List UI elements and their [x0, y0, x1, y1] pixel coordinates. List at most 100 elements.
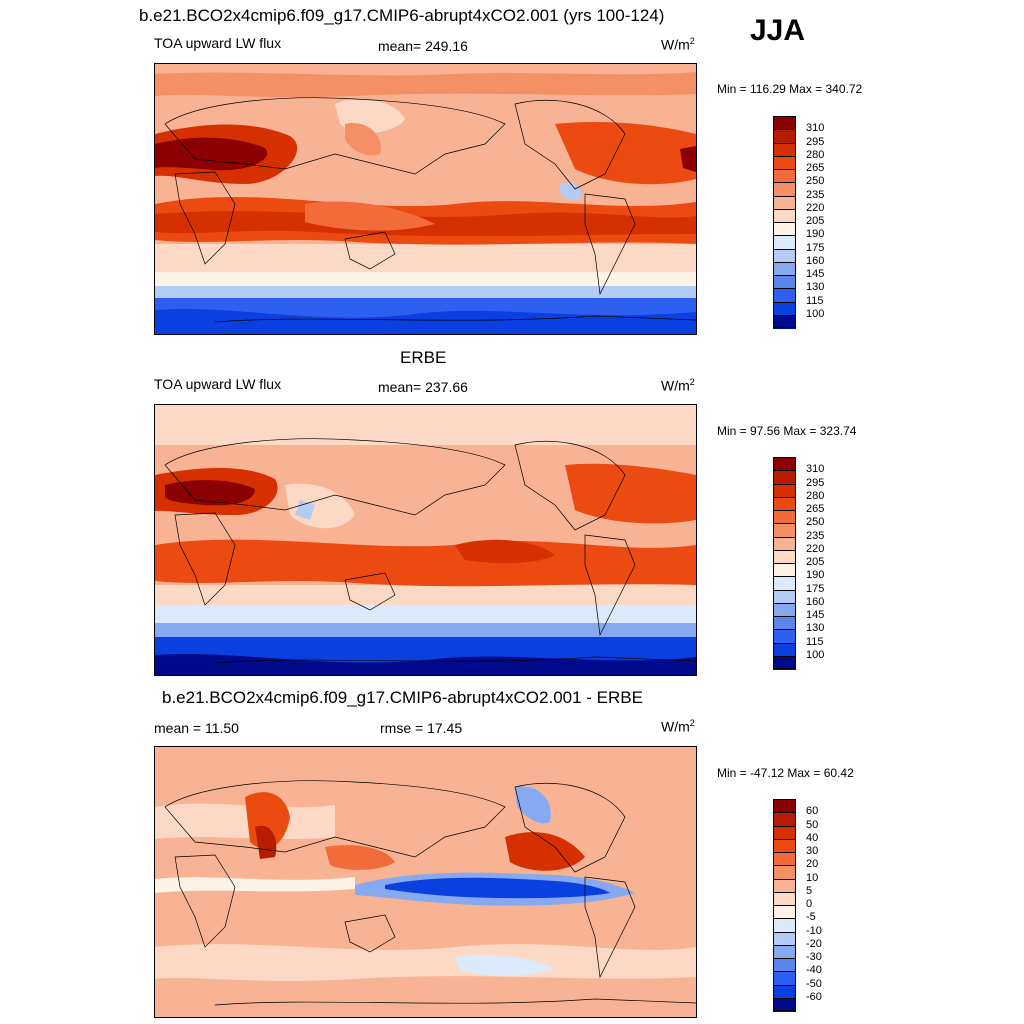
colorbar-tick-label: 295 [806, 476, 825, 489]
colorbar-swatch [773, 838, 796, 853]
colorbar-tick [773, 222, 796, 223]
colorbar-tick [773, 905, 796, 906]
colorbar-swatch [773, 576, 796, 590]
colorbar-swatch [773, 997, 796, 1012]
colorbar-tick-label: 115 [806, 635, 824, 648]
colorbar-swatch [773, 602, 796, 617]
colorbar-swatch [773, 235, 796, 249]
colorbar-tick-label: 190 [806, 569, 825, 582]
colorbar-swatch [773, 288, 796, 302]
colorbar-tick [773, 931, 796, 933]
colorbar-tick-label: 280 [806, 489, 825, 502]
colorbar-swatch [773, 496, 796, 511]
colorbar-swatch [773, 182, 796, 196]
colorbar-swatch [773, 799, 796, 813]
panel1-title: b.e21.BCO2x4cmip6.f09_g17.CMIP6-abrupt4x… [139, 6, 665, 25]
colorbar-tick-label: 115 [806, 294, 824, 307]
colorbar-swatch [773, 523, 796, 537]
colorbar-swatch [773, 457, 796, 471]
colorbar-tick [773, 483, 796, 485]
season-label: JJA [750, 14, 806, 47]
colorbar-tick [773, 838, 796, 840]
panel2-colorbar: 310 295 280 265 250 235 220 205 190 175 160 145 130 1… [773, 457, 824, 670]
colorbar-swatch [773, 301, 796, 316]
colorbar-tick-label: -50 [806, 977, 822, 990]
colorbar-tick [773, 997, 796, 999]
colorbar-swatch [773, 616, 796, 630]
colorbar-tick [773, 878, 796, 880]
colorbar-tick [773, 918, 796, 920]
colorbar-tick-label: -60 [806, 990, 822, 1003]
colorbar-swatch [773, 971, 796, 985]
colorbar-swatch [773, 536, 796, 551]
colorbar-tick [773, 248, 796, 250]
colorbar-swatch [773, 629, 796, 643]
colorbar-swatch [773, 510, 796, 524]
colorbar-swatch [773, 878, 796, 893]
colorbar-swatch [773, 825, 796, 840]
colorbar-tick-label: 160 [806, 595, 825, 608]
colorbar-tick [773, 812, 796, 814]
colorbar-tick [773, 549, 796, 551]
colorbar-tick [773, 958, 796, 959]
panel3-minmax: Min = -47.12 Max = 60.42 [717, 766, 854, 780]
colorbar-tick [773, 470, 796, 472]
colorbar-tick-label: 30 [806, 845, 819, 857]
colorbar-tick-label: 235 [806, 188, 825, 201]
colorbar-tick [773, 602, 796, 604]
panel1-left-label: TOA upward LW flux [154, 35, 282, 51]
colorbar-swatch [773, 852, 796, 866]
colorbar-swatch [773, 944, 796, 959]
colorbar-tick-label: 295 [806, 135, 825, 148]
colorbar-tick [773, 155, 796, 157]
colorbar-tick-label: 175 [806, 241, 825, 254]
colorbar-swatch [773, 129, 796, 143]
colorbar-tick-label: 50 [806, 818, 819, 831]
colorbar-swatch [773, 142, 796, 157]
colorbar-tick-label: 235 [806, 529, 825, 542]
colorbar-tick [773, 195, 796, 197]
panel3-title: b.e21.BCO2x4cmip6.f09_g17.CMIP6-abrupt4x… [162, 688, 643, 707]
colorbar-tick-label: 205 [806, 556, 825, 568]
panel3-colorbar: 60 50 40 30 20 10 5 0 -5 -10 -20 -30 -40 -50 -60 [773, 799, 822, 1012]
colorbar-tick-label: 130 [806, 622, 825, 635]
colorbar-swatch [773, 958, 796, 972]
colorbar-tick-label: 145 [806, 609, 825, 621]
colorbar-tick-label: 175 [806, 582, 825, 595]
colorbar-tick [773, 510, 796, 511]
colorbar-tick [773, 589, 796, 591]
colorbar-swatch [773, 589, 796, 604]
panel3-units: W/m2 [661, 718, 695, 735]
colorbar-tick [773, 301, 796, 303]
colorbar-swatch [773, 563, 796, 577]
colorbar-tick-label: 160 [806, 254, 825, 267]
panel1-units: W/m2 [661, 36, 695, 53]
colorbar-tick-label: 0 [806, 898, 813, 910]
colorbar-tick [773, 984, 796, 986]
colorbar-tick [773, 142, 796, 144]
colorbar-swatch [773, 470, 796, 484]
colorbar-tick-label: 310 [806, 122, 825, 135]
colorbar-tick [773, 261, 796, 263]
colorbar-tick [773, 129, 796, 131]
colorbar-swatch [773, 222, 796, 236]
colorbar-tick [773, 288, 796, 290]
colorbar-tick [773, 891, 796, 893]
colorbar-tick-label: 250 [806, 516, 825, 529]
colorbar-tick [773, 629, 796, 631]
colorbar-swatch [773, 549, 796, 564]
panel2-mean-label: mean= 237.66 [378, 379, 468, 395]
colorbar-swatch [773, 275, 796, 289]
colorbar-swatch [773, 984, 796, 999]
colorbar-tick-label: 250 [806, 175, 825, 188]
colorbar-swatch [773, 169, 796, 183]
colorbar-swatch [773, 642, 796, 657]
colorbar-tick-label: 190 [806, 228, 825, 241]
colorbar-tick [773, 523, 796, 525]
colorbar-tick [773, 865, 796, 867]
panel3-map [154, 746, 697, 1018]
colorbar-tick-label: 220 [806, 542, 825, 555]
colorbar-tick-label: 100 [806, 648, 825, 661]
colorbar-tick-label: -20 [806, 937, 822, 950]
colorbar-tick [773, 275, 796, 276]
